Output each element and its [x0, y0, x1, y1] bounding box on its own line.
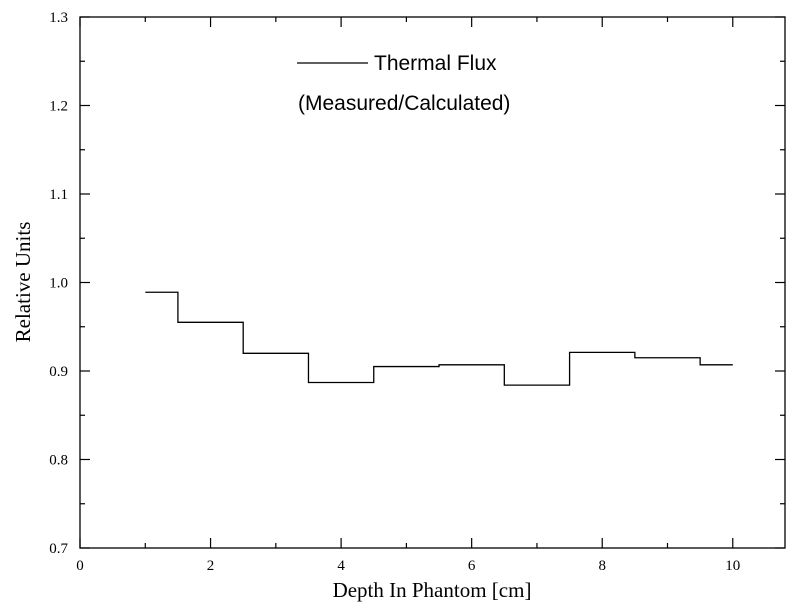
- y-tick-label: 1.2: [49, 99, 68, 115]
- y-tick-label: 0.8: [49, 453, 68, 469]
- x-tick-label: 6: [468, 558, 476, 574]
- x-tick-label: 10: [725, 558, 740, 574]
- x-tick-label: 4: [337, 558, 345, 574]
- legend-label-line2: (Measured/Calculated): [298, 92, 510, 115]
- x-tick-label: 2: [207, 558, 215, 574]
- y-tick-label: 1.1: [49, 187, 68, 203]
- legend: Thermal Flux (Measured/Calculated): [297, 52, 510, 115]
- series-thermal-flux: [145, 291, 733, 386]
- y-axis-title: Relative Units: [11, 222, 35, 343]
- tick-labels: 0 2 4 6 8 10 0.7 0.8 0.9 1.0 1.1 1.2 1.3: [49, 10, 740, 574]
- y-tick-label: 1.0: [49, 276, 68, 292]
- y-tick-label: 0.9: [49, 364, 68, 380]
- x-tick-label: 8: [598, 558, 606, 574]
- ticks: [79, 16, 785, 549]
- y-tick-label: 1.3: [49, 10, 68, 26]
- x-axis-title: Depth In Phantom [cm]: [333, 578, 532, 602]
- legend-label-line1: Thermal Flux: [374, 52, 497, 75]
- x-tick-label: 0: [76, 558, 84, 574]
- y-tick-label: 0.7: [49, 541, 68, 557]
